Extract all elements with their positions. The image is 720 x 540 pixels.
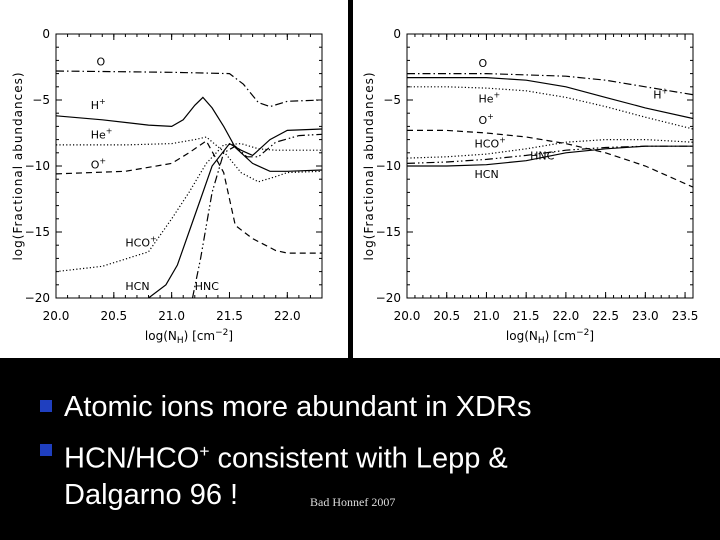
y-tick-label: 0	[42, 27, 50, 41]
y-tick-label: −5	[32, 93, 50, 107]
y-tick-label: −10	[376, 159, 401, 173]
y-tick-label: 0	[393, 27, 401, 41]
series-line-hco-plus	[56, 142, 322, 273]
bullet-text: HCN/HCO+ consistent with Lepp &	[64, 441, 508, 475]
series-label: He+	[91, 126, 113, 141]
square-bullet-icon	[40, 444, 52, 456]
x-tick-label: 20.5	[100, 309, 127, 323]
series-line-h-plus	[56, 96, 322, 172]
x-tick-label: 22.0	[274, 309, 301, 323]
series-line-o	[56, 70, 322, 108]
x-tick-label: 22.0	[553, 309, 580, 323]
series-line-hco-plus	[407, 139, 693, 159]
y-axis-label: log(Fractional abundances)	[11, 71, 25, 260]
series-label: H+	[653, 87, 668, 102]
series-label: H+	[91, 97, 106, 112]
x-tick-label: 20.0	[43, 309, 70, 323]
series-line-hcn	[407, 145, 693, 167]
x-tick-label: 21.5	[216, 309, 243, 323]
series-label: HCO+	[125, 235, 156, 250]
credit-text: Bad Honnef 2007	[310, 495, 396, 509]
series-line-o	[407, 72, 693, 96]
y-tick-label: −15	[25, 225, 50, 239]
x-tick-label: 23.0	[632, 309, 659, 323]
series-line-hnc	[191, 133, 322, 298]
series-label: HCN	[125, 280, 149, 293]
series-label: O	[479, 57, 488, 70]
series-line-hcn	[148, 128, 322, 298]
bullet-text: Dalgarno 96 !	[64, 479, 239, 511]
x-tick-label: 21.5	[513, 309, 540, 323]
square-bullet-icon	[40, 400, 52, 412]
x-tick-label: 22.5	[592, 309, 619, 323]
y-axis-label: log(Fractional abundances)	[362, 71, 376, 260]
series-label: HNC	[530, 149, 555, 162]
chart-left: 0 −5 −10 −15 −20 20.0 20.5 21.0 21.5 22.0 log(NH) …	[11, 27, 323, 346]
series-line-o-plus	[56, 140, 322, 254]
x-axis-label: log(NH) [cm−2]	[145, 328, 233, 346]
y-tick-label: −20	[25, 291, 50, 305]
series-line-he-plus	[407, 86, 693, 130]
bullet-text: Atomic ions more abundant in XDRs	[64, 391, 532, 423]
y-tick-label: −10	[25, 159, 50, 173]
series-line-o-plus	[407, 129, 693, 188]
y-tick-label: −5	[383, 93, 401, 107]
series-label: O+	[91, 157, 106, 172]
series-label: HCN	[475, 168, 499, 181]
x-tick-label: 23.5	[672, 309, 699, 323]
x-tick-label: 21.0	[158, 309, 185, 323]
series-label: HNC	[195, 280, 220, 293]
x-axis-label: log(NH) [cm−2]	[506, 328, 594, 346]
chart-right: 0 −5 −10 −15 −20 20.0 20.5 21.0 21.5 22.0 22.5 23.0…	[362, 27, 699, 346]
y-tick-label: −20	[376, 291, 401, 305]
chart-left-panel: 0 −5 −10 −15 −20 20.0 20.5 21.0 21.5 22.0 log(NH) …	[0, 0, 348, 358]
chart-right-panel: 0 −5 −10 −15 −20 20.0 20.5 21.0 21.5 22.0 22.5 23.0…	[353, 0, 720, 358]
x-tick-label: 21.0	[473, 309, 500, 323]
series-label: HCO+	[475, 136, 506, 151]
x-tick-label: 20.0	[394, 309, 421, 323]
series-label: O	[96, 56, 105, 69]
x-tick-label: 20.5	[433, 309, 460, 323]
series-label: He+	[479, 91, 501, 106]
y-tick-label: −15	[376, 225, 401, 239]
series-label: O+	[479, 112, 494, 127]
series-line-h-plus	[407, 76, 693, 120]
series-line-hnc	[407, 145, 693, 164]
